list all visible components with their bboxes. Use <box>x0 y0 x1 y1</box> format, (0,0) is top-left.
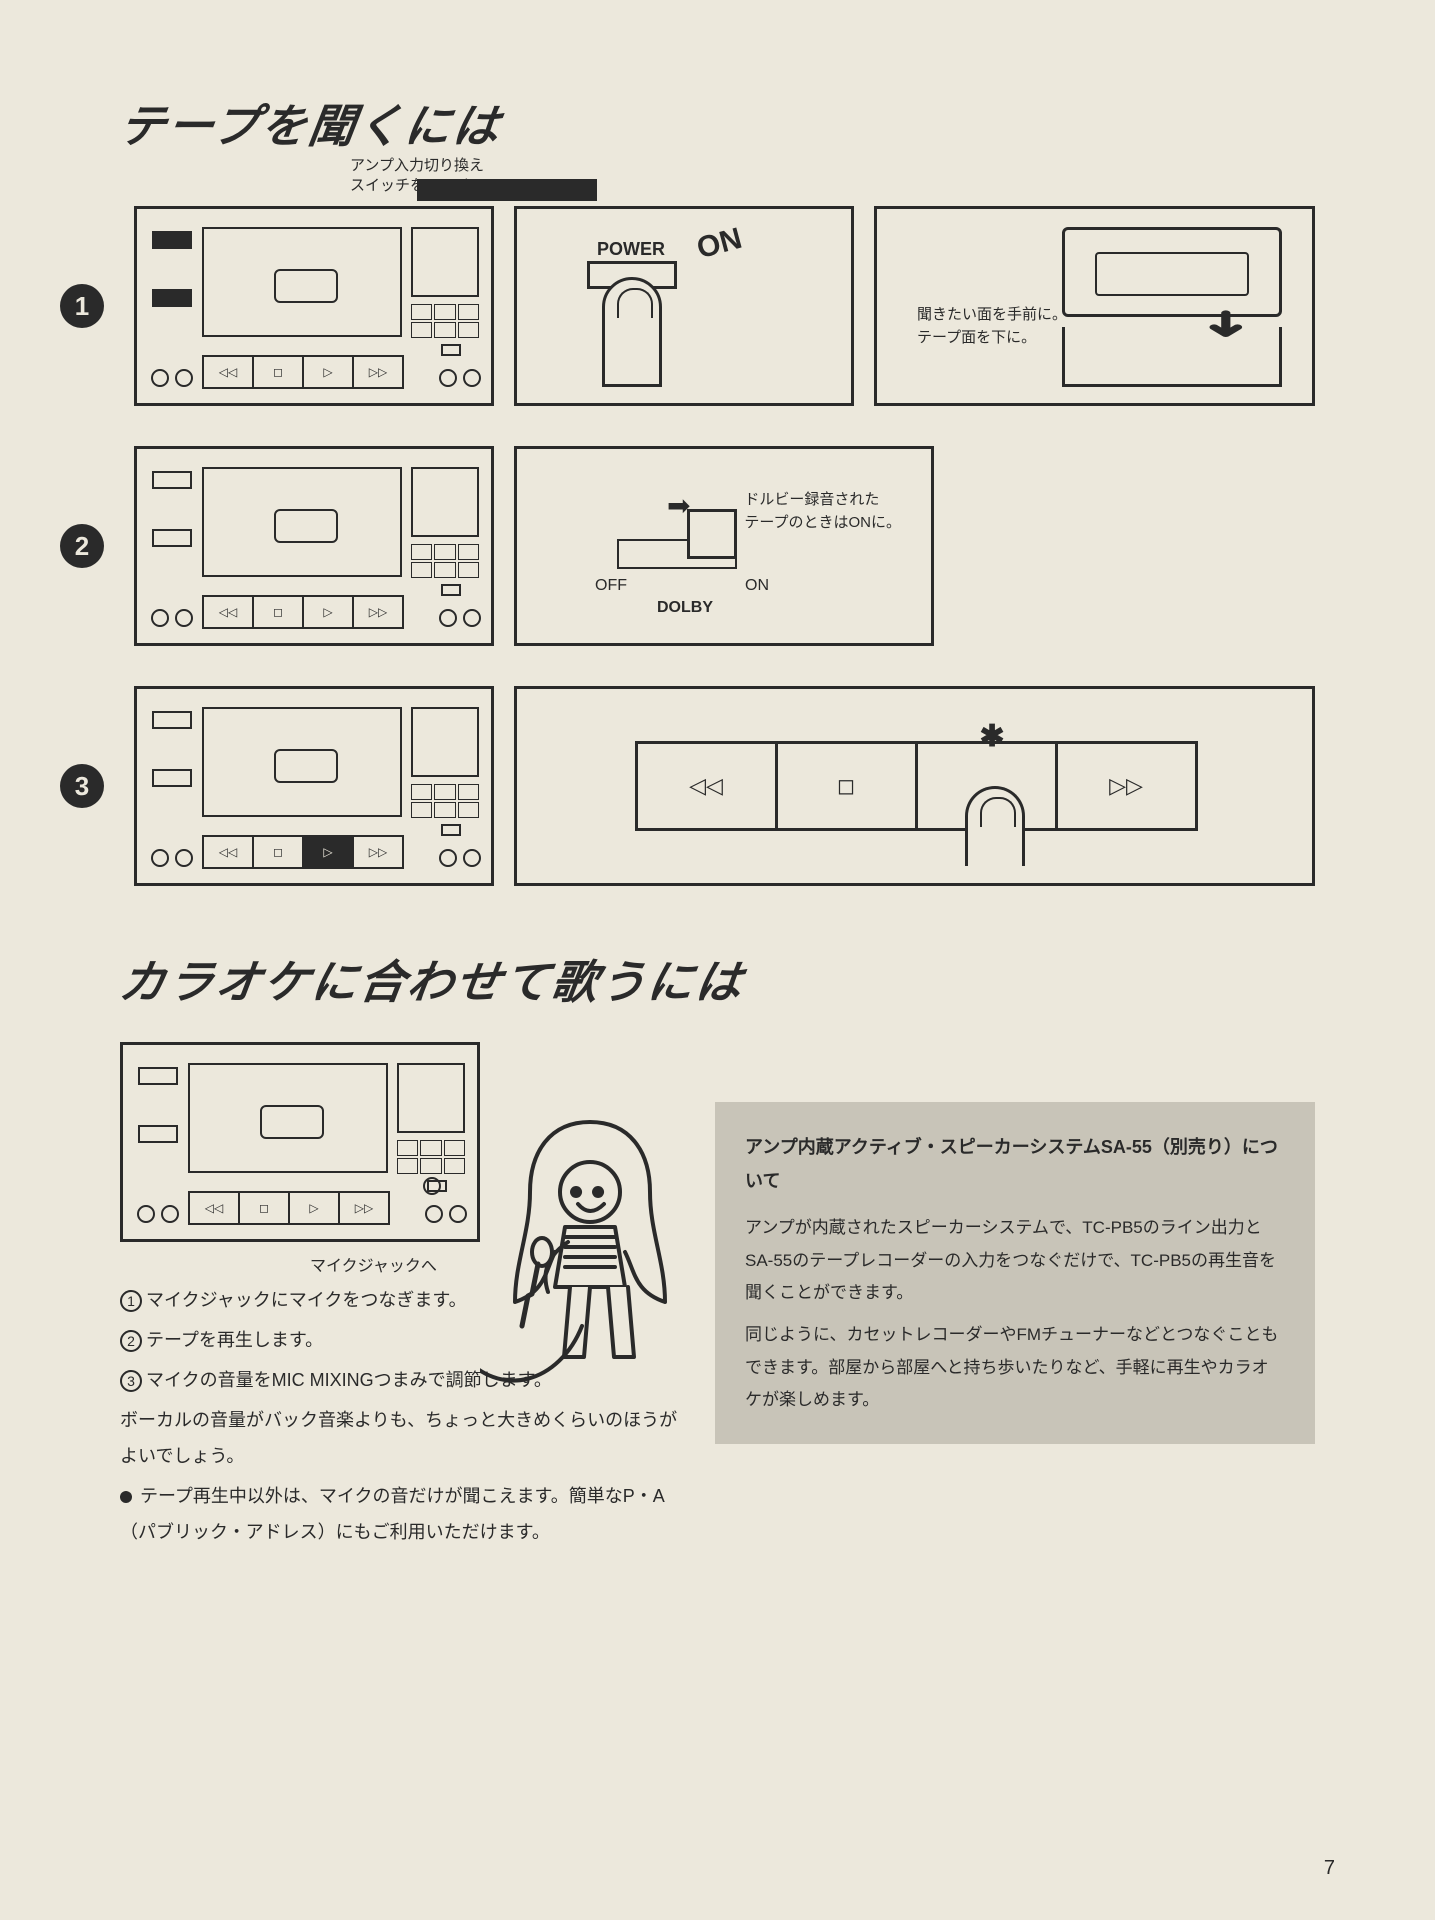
cassette-deck-illustration: ◁◁◻▷▷▷ <box>134 446 494 646</box>
cassette-deck-illustration: ◁◁◻▷▷▷ <box>120 1042 480 1242</box>
singer-illustration <box>480 1102 700 1422</box>
karaoke-step-2: テープを再生します。 <box>146 1330 323 1350</box>
amp-note-line1: アンプ入力切り換え <box>350 157 484 174</box>
dolby-label: DOLBY <box>657 599 713 617</box>
cassette-note-1: 聞きたい面を手前に。 <box>917 306 1067 323</box>
mic-jack-icon <box>423 1177 441 1195</box>
dolby-on-label: ON <box>745 577 769 595</box>
cassette-note-2: テープ面を下に。 <box>917 329 1036 346</box>
insert-cassette-panel: 聞きたい面を手前に。 テープ面を下に。 ➜ <box>874 206 1315 406</box>
dolby-switch-icon: ➡ <box>617 509 737 569</box>
dolby-note-2: テープのときはONに。 <box>744 514 901 531</box>
info-box-title: アンプ内蔵アクティブ・スピーカーシステムSA-55（別売り）について <box>745 1130 1285 1198</box>
power-on-panel: POWER ON <box>514 206 854 406</box>
page-number: 7 <box>1324 1857 1335 1880</box>
info-title-a: アンプ内蔵アクティブ・スピーカーシステム <box>745 1137 1101 1157</box>
cassette-icon <box>1062 227 1282 317</box>
cassette-deck-illustration: ◁◁◻▷▷▷ <box>134 206 494 406</box>
power-on-text: ON <box>693 222 745 266</box>
press-play-panel: ✱ ◁◁ ◻ ▷▷ <box>514 686 1315 886</box>
ff-key: ▷▷ <box>1055 741 1198 831</box>
step-badge-3: 3 <box>60 764 104 808</box>
sa55-info-box: アンプ内蔵アクティブ・スピーカーシステムSA-55（別売り）について アンプが内… <box>715 1102 1315 1444</box>
press-star-icon: ✱ <box>980 719 1005 754</box>
step-badge-1: 1 <box>60 284 104 328</box>
finger-icon <box>602 277 662 387</box>
step-3-row: 3 ◁◁◻▷▷▷ ✱ ◁◁ ◻ ▷▷ <box>120 686 1315 886</box>
section-title-karaoke: カラオケに合わせて歌うには <box>115 946 1319 1012</box>
mic-jack-label: マイクジャックへ <box>310 1252 437 1276</box>
info-box-p1: アンプが内蔵されたスピーカーシステムで、TC-PB5のライン出力とSA-55のテ… <box>745 1212 1285 1309</box>
finger-icon <box>965 786 1025 866</box>
transport-keys: ✱ ◁◁ ◻ ▷▷ <box>635 741 1195 831</box>
step-1-row: アンプ入力切り換え スイッチをTAPEに。 1 ◁◁◻▷▷▷ POWER ON … <box>120 206 1315 406</box>
info-box-p2: 同じように、カセットレコーダーやFMチューナーなどとつなぐこともできます。部屋か… <box>745 1319 1285 1416</box>
dolby-switch-panel: ➡ OFF ON DOLBY ドルビー録音された テープのときはONに。 <box>514 446 934 646</box>
cassette-deck-illustration: ◁◁◻▷▷▷ <box>134 686 494 886</box>
step-badge-2: 2 <box>60 524 104 568</box>
info-title-model: SA-55 <box>1101 1137 1152 1157</box>
step-2-row: 2 ◁◁◻▷▷▷ ➡ OFF ON DOLBY ドルビー録音された テープのとき… <box>120 446 1315 646</box>
power-label: POWER <box>597 239 665 260</box>
down-arrow-icon: ➜ <box>1192 309 1262 339</box>
stop-key: ◻ <box>775 741 918 831</box>
dolby-note-1: ドルビー録音された <box>744 491 879 508</box>
karaoke-bullet-1: テープ再生中以外は、マイクの音だけが聞こえます。簡単なP・A（パブリック・アドレ… <box>120 1486 665 1542</box>
dolby-off-label: OFF <box>595 577 627 595</box>
karaoke-row: ◁◁◻▷▷▷ マイクジャックへ <box>120 1042 1315 1554</box>
rewind-key: ◁◁ <box>635 741 778 831</box>
section-title-playback: テープを聞くには <box>115 90 1319 156</box>
karaoke-step-1: マイクジャックにマイクをつなぎます。 <box>146 1290 467 1310</box>
